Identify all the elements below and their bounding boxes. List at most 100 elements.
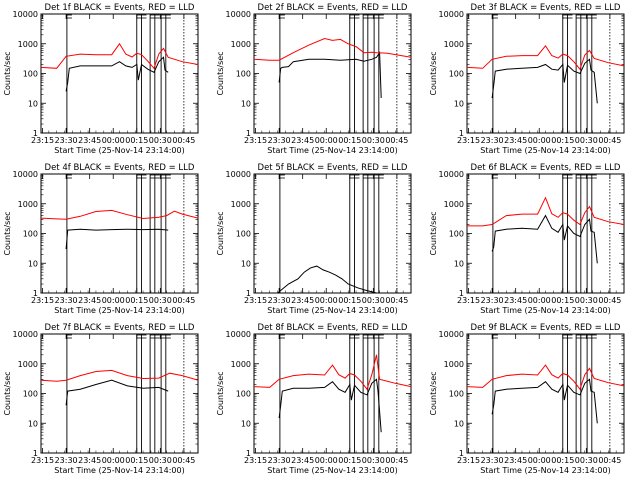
series-line-lld	[41, 42, 198, 70]
y-tick-label: 100	[449, 70, 464, 79]
series-group	[467, 196, 624, 264]
x-tick-label: 00:30	[362, 456, 385, 465]
series-line-events	[278, 51, 382, 99]
x-tick-label: 00:45	[598, 296, 621, 305]
panel-title: Det 1f BLACK = Events, RED = LLD	[45, 3, 195, 13]
x-tick-label: 00:15	[551, 136, 574, 145]
y-tick-label: 10000	[439, 170, 464, 179]
x-axis-title: Start Time (25-Nov-14 23:14:00)	[267, 466, 397, 475]
y-tick-label: 10000	[439, 330, 464, 339]
panel-9: 1 10 100 1000 10000 23:15 23:30 23:45 00:00 00:15…	[429, 323, 625, 475]
x-axis-title: Start Time (25-Nov-14 23:14:00)	[54, 306, 184, 315]
plot-frame	[466, 333, 625, 454]
x-tick-label: 00:45	[172, 136, 195, 145]
panel-title: Det 2f BLACK = Events, RED = LLD	[258, 3, 408, 13]
panel-2: 1 10 100 1000 10000 23:15 23:30 23:45 00:00 00:15…	[216, 3, 412, 155]
y-axis-title: Counts/sec	[216, 211, 225, 255]
x-axis-title: Start Time (25-Nov-14 23:14:00)	[54, 466, 184, 475]
y-tick-label: 1000	[231, 360, 251, 369]
y-axis-title: Counts/sec	[429, 211, 438, 255]
x-tick-label: 00:00	[528, 136, 551, 145]
series-line-events	[491, 58, 598, 104]
panel-3: 1 10 100 1000 10000 23:15 23:30 23:45 00:00 00:15…	[429, 3, 625, 155]
x-tick-label: 23:45	[504, 296, 527, 305]
y-tick-label: 100	[236, 230, 251, 239]
series-line-events	[278, 378, 382, 433]
panel-title: Det 4f BLACK = Events, RED = LLD	[45, 163, 195, 173]
x-tick-label: 23:30	[481, 456, 504, 465]
x-tick-label: 00:45	[385, 296, 408, 305]
x-tick-label: 23:45	[78, 296, 101, 305]
x-tick-label: 23:15	[31, 456, 54, 465]
y-tick-label: 100	[23, 70, 38, 79]
x-axis-title: Start Time (25-Nov-14 23:14:00)	[480, 146, 610, 155]
y-tick-label: 1000	[18, 40, 38, 49]
x-tick-label: 00:45	[598, 136, 621, 145]
x-tick-label: 00:30	[149, 136, 172, 145]
y-tick-label: 1000	[231, 200, 251, 209]
x-tick-label: 23:15	[31, 296, 54, 305]
y-tick-label: 1	[459, 289, 464, 298]
x-tick-label: 23:30	[55, 136, 78, 145]
x-tick-label: 23:45	[504, 136, 527, 145]
x-axis-title: Start Time (25-Nov-14 23:14:00)	[480, 466, 610, 475]
x-tick-label: 00:45	[598, 456, 621, 465]
x-tick-label: 00:45	[172, 456, 195, 465]
panel-8: 1 10 100 1000 10000 23:15 23:30 23:45 00:00 00:15…	[216, 323, 412, 475]
x-tick-label: 00:30	[149, 456, 172, 465]
x-axis-title: Start Time (25-Nov-14 23:14:00)	[54, 146, 184, 155]
plot-frame	[466, 173, 625, 294]
series-line-events	[491, 214, 598, 264]
series-line-lld	[254, 37, 411, 61]
y-axis-title: Counts/sec	[429, 371, 438, 415]
x-axis-title: Start Time (25-Nov-14 23:14:00)	[267, 306, 397, 315]
plot-frame	[466, 13, 625, 134]
y-tick-label: 1	[33, 289, 38, 298]
y-tick-label: 10	[241, 419, 251, 428]
x-tick-label: 00:45	[172, 296, 195, 305]
series-line-lld	[41, 209, 198, 220]
x-tick-label: 23:45	[291, 136, 314, 145]
y-tick-label: 1000	[444, 40, 464, 49]
panel-4: 1 10 100 1000 10000 23:15 23:30 23:45 00:00 00:15…	[3, 163, 199, 315]
panel-title: Det 5f BLACK = Events, RED = LLD	[258, 163, 408, 173]
x-tick-label: 23:30	[268, 296, 291, 305]
x-tick-label: 00:15	[338, 296, 361, 305]
y-tick-label: 100	[236, 70, 251, 79]
y-tick-label: 10000	[13, 330, 38, 339]
plot-frame	[253, 333, 412, 454]
x-tick-label: 00:15	[551, 296, 574, 305]
x-tick-label: 23:30	[55, 296, 78, 305]
series-group	[41, 369, 198, 406]
series-line-events	[65, 56, 169, 92]
series-line-lld	[41, 369, 198, 382]
x-tick-label: 23:30	[268, 456, 291, 465]
y-axis-title: Counts/sec	[3, 371, 12, 415]
y-axis-title: Counts/sec	[216, 371, 225, 415]
y-tick-label: 10	[241, 259, 251, 268]
y-axis-title: Counts/sec	[429, 51, 438, 95]
panel-title: Det 8f BLACK = Events, RED = LLD	[258, 323, 408, 333]
x-tick-label: 00:15	[125, 456, 148, 465]
panel-title: Det 7f BLACK = Events, RED = LLD	[45, 323, 195, 333]
x-tick-label: 23:45	[291, 456, 314, 465]
x-tick-label: 00:00	[102, 136, 125, 145]
y-tick-label: 1	[246, 129, 251, 138]
x-tick-label: 00:00	[102, 456, 125, 465]
series-group	[254, 354, 411, 433]
series-line-events	[65, 228, 169, 250]
x-tick-label: 23:45	[78, 136, 101, 145]
y-tick-label: 10	[454, 99, 464, 108]
y-tick-label: 1000	[18, 200, 38, 209]
plot-frame	[40, 333, 199, 454]
x-tick-label: 00:15	[125, 296, 148, 305]
x-tick-label: 00:30	[575, 456, 598, 465]
y-tick-label: 100	[449, 230, 464, 239]
y-tick-label: 10	[241, 99, 251, 108]
x-tick-label: 00:15	[551, 456, 574, 465]
y-tick-label: 10	[454, 419, 464, 428]
panel-6: 1 10 100 1000 10000 23:15 23:30 23:45 00:00 00:15…	[429, 163, 625, 315]
y-tick-label: 1000	[444, 360, 464, 369]
panel-7: 1 10 100 1000 10000 23:15 23:30 23:45 00:00 00:15…	[3, 323, 199, 475]
